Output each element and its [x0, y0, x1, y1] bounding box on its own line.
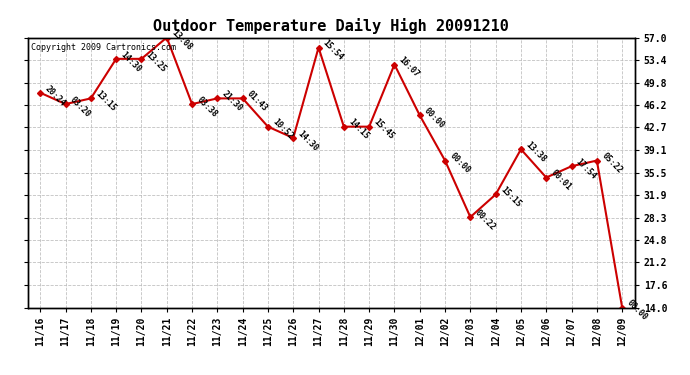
Text: 00:01: 00:01: [549, 168, 573, 192]
Text: 10:52: 10:52: [270, 117, 295, 142]
Text: 13:08: 13:08: [170, 28, 194, 53]
Text: 03:38: 03:38: [195, 95, 219, 119]
Text: 15:45: 15:45: [372, 117, 396, 142]
Title: Outdoor Temperature Daily High 20091210: Outdoor Temperature Daily High 20091210: [153, 18, 509, 33]
Text: 00:22: 00:22: [473, 208, 497, 232]
Text: 13:25: 13:25: [144, 50, 168, 74]
Text: Copyright 2009 Cartronics.com: Copyright 2009 Cartronics.com: [30, 43, 176, 52]
Text: 14:30: 14:30: [296, 129, 320, 153]
Text: 00:00: 00:00: [422, 106, 446, 130]
Text: 21:30: 21:30: [220, 89, 244, 113]
Text: 14:30: 14:30: [119, 50, 143, 74]
Text: 16:07: 16:07: [397, 56, 422, 80]
Text: 13:15: 13:15: [94, 89, 118, 113]
Text: 20:24: 20:24: [43, 84, 67, 108]
Text: 01:43: 01:43: [246, 89, 270, 113]
Text: 03:20: 03:20: [68, 95, 92, 119]
Text: 05:22: 05:22: [600, 152, 624, 176]
Text: 00:00: 00:00: [625, 298, 649, 322]
Text: 15:54: 15:54: [322, 38, 346, 63]
Text: 17:54: 17:54: [574, 157, 598, 181]
Text: 15:15: 15:15: [498, 185, 522, 209]
Text: 13:38: 13:38: [524, 140, 548, 164]
Text: 14:15: 14:15: [346, 117, 371, 142]
Text: 00:00: 00:00: [448, 152, 472, 176]
